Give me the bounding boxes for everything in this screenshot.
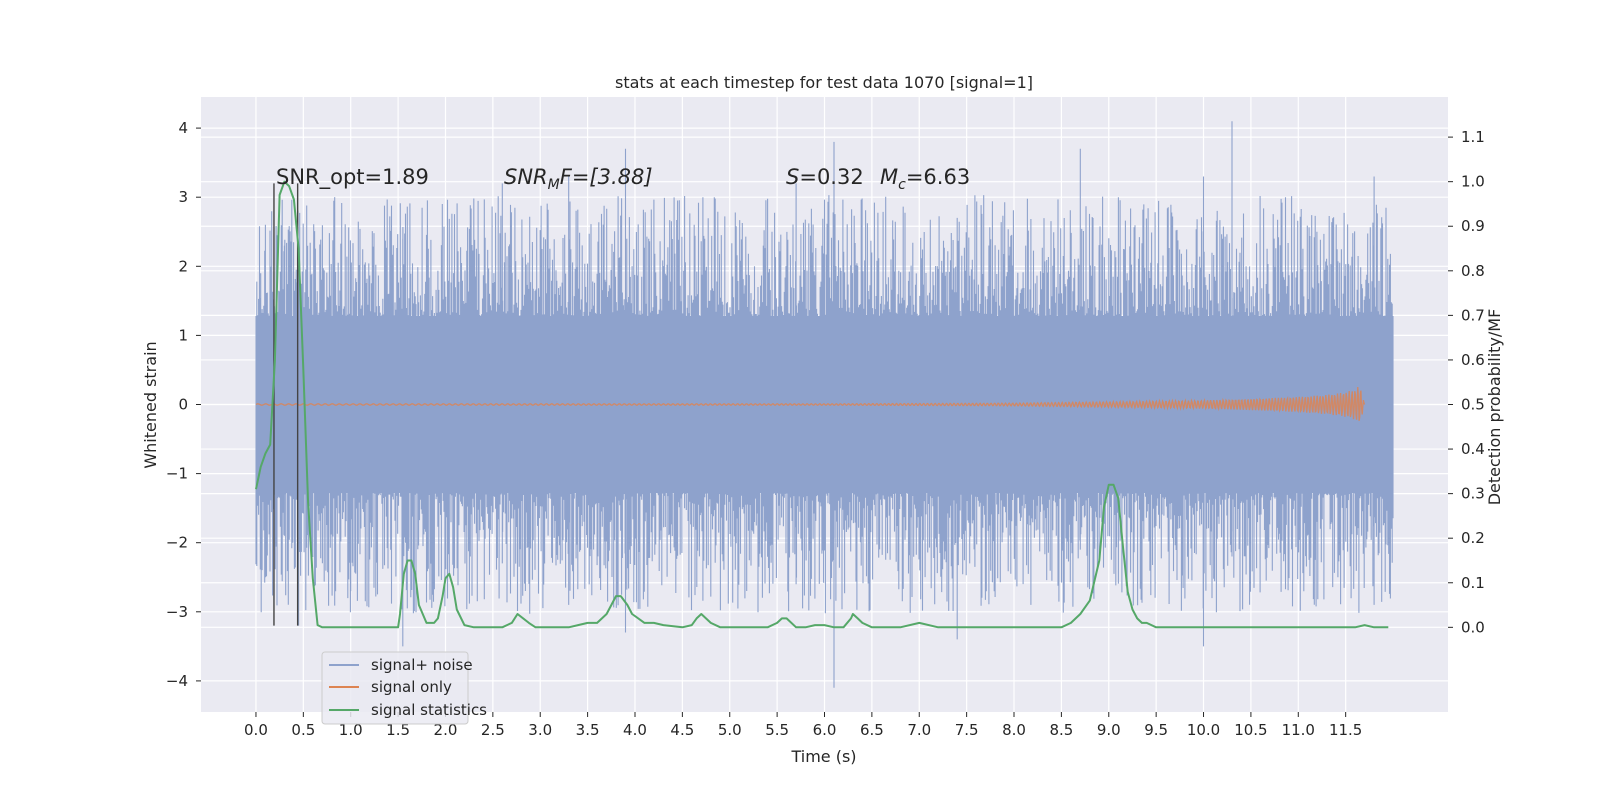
y-right-tick-label: 0.9 [1461, 217, 1485, 235]
signal-statistics-line [255, 180, 1389, 629]
chart-title: stats at each timestep for test data 107… [615, 73, 1033, 92]
annotation-snr-opt: SNR_opt=1.89 [276, 165, 429, 190]
y-right-tick-label: 0.5 [1461, 396, 1485, 414]
x-tick-label: 3.0 [528, 721, 552, 739]
annotation-s-var: S [786, 165, 799, 189]
x-tick-label: 5.0 [718, 721, 742, 739]
x-tick-label: 0.0 [244, 721, 268, 739]
y-right-tick-label: 1.1 [1461, 128, 1485, 146]
y-right-tick-label: 0.2 [1461, 529, 1485, 547]
x-tick-label: 1.0 [339, 721, 363, 739]
y-axis-label-right: Detection probability/MF [1485, 309, 1504, 506]
vertical-markers [273, 183, 299, 626]
y-tick-label: 4 [178, 119, 188, 137]
legend: signal+ noise signal only signal statist… [321, 651, 487, 725]
x-tick-label: 3.5 [576, 721, 600, 739]
legend-box [321, 651, 469, 725]
y-tick-labels-right: 1.1 1.0 0.9 0.8 0.7 0.6 0.5 0.4 0.3 0.2 0.1 0.0 [1461, 128, 1485, 636]
x-tick-label: 7.5 [955, 721, 979, 739]
annotation-mc-value: =6.63 [906, 165, 970, 189]
annotation-snr-mf-rest: F=[3.88] [560, 165, 653, 189]
x-tick-label: 6.0 [813, 721, 837, 739]
x-tick-labels: 0.0 0.5 1.0 1.5 2.0 2.5 3.0 3.5 4.0 4.5 5.0 5.5 6.0 6… [244, 721, 1362, 739]
legend-label-signal-noise: signal+ noise [371, 656, 473, 674]
x-tick-label: 8.5 [1049, 721, 1073, 739]
y-tick-label: −4 [166, 672, 188, 690]
annotation-snr-mf: SNRMF=[3.88] [504, 165, 653, 193]
x-tick-label: 10.0 [1187, 721, 1220, 739]
y-right-tick-label: 0.6 [1461, 351, 1485, 369]
annotation-mc-var: M [880, 165, 898, 189]
signal-only-line [255, 386, 1366, 421]
y-right-tick-label: 0.0 [1461, 618, 1485, 636]
x-tick-label: 2.0 [434, 721, 458, 739]
signal-noise-line [255, 121, 1394, 688]
x-tick-label: 2.5 [481, 721, 505, 739]
x-tick-label: 11.5 [1329, 721, 1362, 739]
legend-label-signal-statistics: signal statistics [371, 701, 487, 719]
x-tick-label: 11.0 [1282, 721, 1315, 739]
x-tick-label: 9.5 [1144, 721, 1168, 739]
y-right-tick-label: 0.8 [1461, 262, 1485, 280]
y-right-tick-label: 0.1 [1461, 574, 1485, 592]
x-tick-label: 5.5 [765, 721, 789, 739]
annotation-snr-mf-var: SNR [504, 165, 548, 189]
y-tick-label: 2 [178, 257, 188, 275]
annotation-s-value: =0.32 [799, 165, 863, 189]
annotation-mc-sub: c [898, 177, 906, 193]
legend-label-signal-only: signal only [371, 678, 452, 696]
y-tick-label: −1 [166, 465, 188, 483]
x-tick-label: 6.5 [860, 721, 884, 739]
x-tick-label: 10.5 [1234, 721, 1267, 739]
x-tick-label: 9.0 [1097, 721, 1121, 739]
annotation-s: S=0.32 [786, 165, 864, 189]
x-axis-label: Time (s) [790, 747, 856, 766]
x-tick-label: 8.0 [1002, 721, 1026, 739]
y-tick-label: 3 [178, 188, 188, 206]
signal-statistics-series [255, 180, 1389, 629]
annotation-mc: Mc=6.63 [880, 165, 970, 193]
signal-only-series [255, 386, 1366, 421]
x-tick-label: 4.0 [623, 721, 647, 739]
y-tick-label: −2 [166, 534, 188, 552]
y-right-tick-label: 0.4 [1461, 440, 1485, 458]
y-right-tick-label: 0.3 [1461, 485, 1485, 503]
y-tick-labels: 4 3 2 1 0 −1 −2 −3 −4 [166, 119, 188, 690]
y-tick-label: 0 [178, 396, 188, 414]
y-axis-label: Whitened strain [141, 341, 160, 468]
y-right-tick-label: 1.0 [1461, 173, 1485, 191]
x-tick-label: 7.0 [907, 721, 931, 739]
x-tick-label: 1.5 [386, 721, 410, 739]
x-tick-label: 4.5 [670, 721, 694, 739]
y-tick-label: −3 [166, 603, 188, 621]
x-tick-label: 0.5 [291, 721, 315, 739]
y-right-tick-label: 0.7 [1461, 306, 1485, 324]
y-tick-label: 1 [178, 326, 188, 344]
annotation-snr-mf-sub: M [548, 177, 560, 193]
